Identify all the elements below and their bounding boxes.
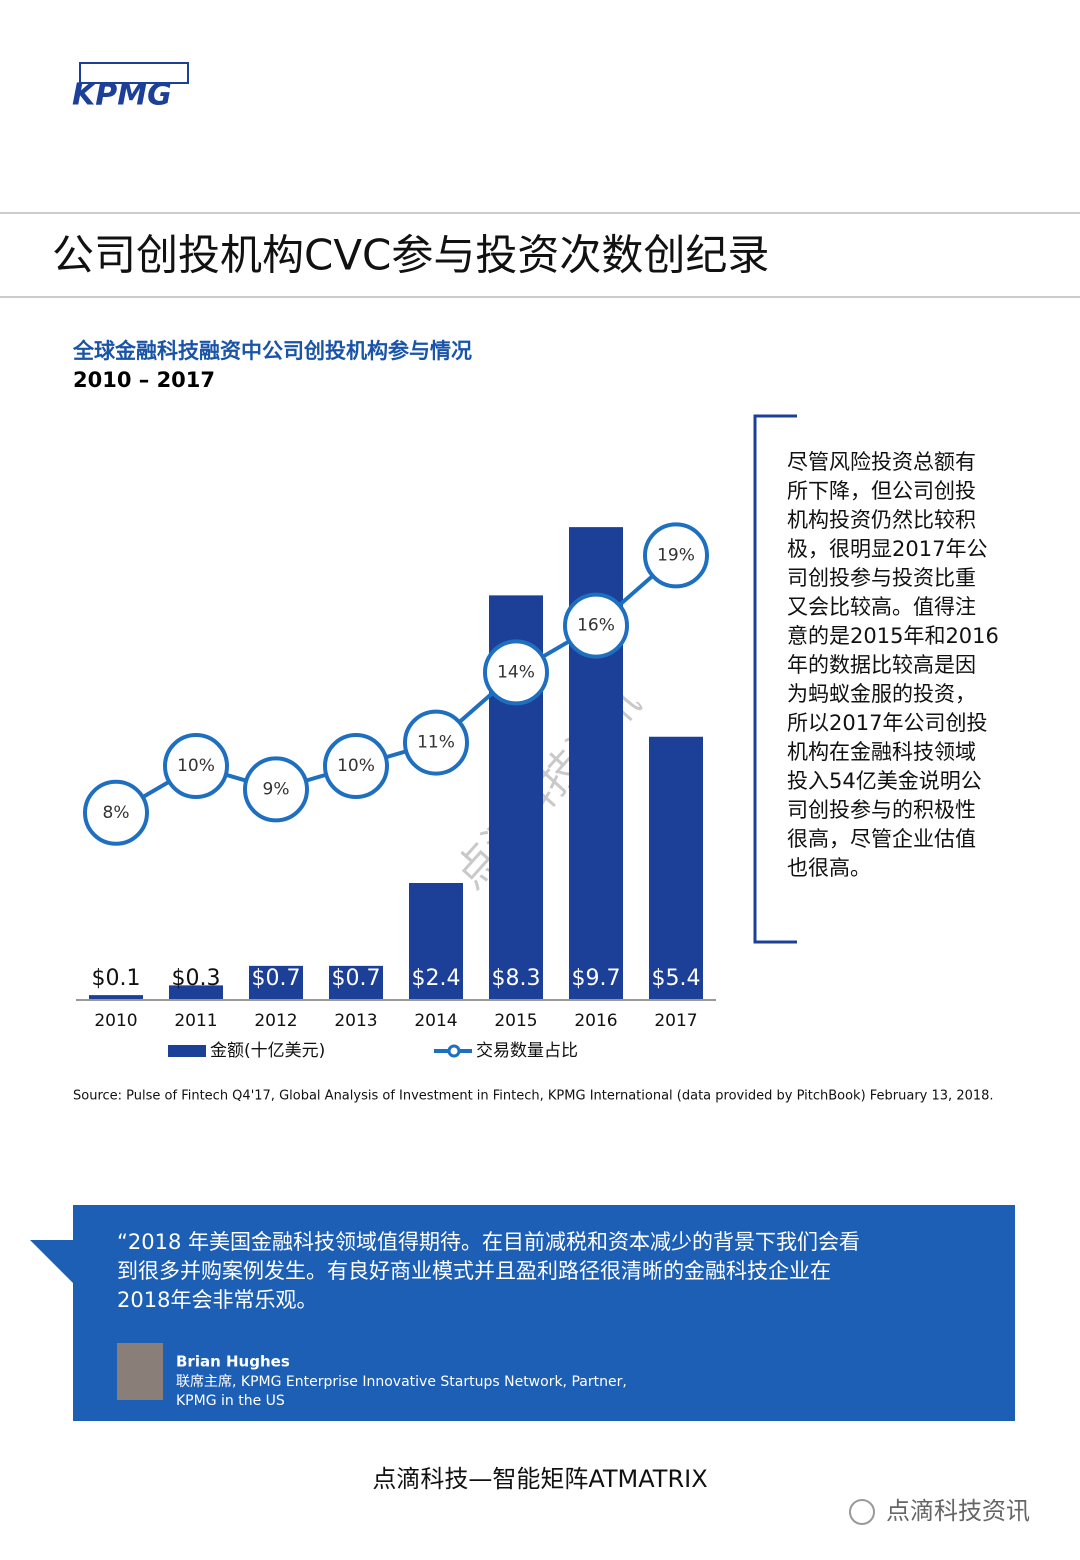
quote-role: 联席主席, KPMG Enterprise Innovative Startup… bbox=[176, 1374, 627, 1390]
quote-author: Brian Hughes bbox=[176, 1353, 290, 1371]
line-marker bbox=[643, 522, 709, 589]
line-value-label: 16% bbox=[577, 616, 615, 636]
sidebar-text: 意的是2015年和2016 bbox=[787, 624, 999, 648]
x-tick-label: 2010 bbox=[94, 1011, 137, 1031]
bar-value-label: $0.7 bbox=[332, 966, 381, 991]
logo: KPMG bbox=[72, 78, 172, 113]
sidebar-text: 又会比较高。值得注 bbox=[787, 595, 976, 619]
line-value-label: 10% bbox=[177, 756, 215, 776]
quote-role: KPMG in the US bbox=[176, 1393, 285, 1409]
sidebar-text: 极，很明显2017年公 bbox=[787, 537, 987, 561]
portrait bbox=[117, 1343, 163, 1400]
footer-account: 点滴科技资讯 bbox=[886, 1497, 1030, 1525]
bar-value-label: $0.7 bbox=[252, 966, 301, 991]
bar bbox=[249, 965, 303, 1000]
quote-text: “2018 年美国金融科技领域值得期待。在目前减税和资本减少的背景下我们会看 bbox=[117, 1230, 860, 1254]
sidebar-text: 机构在金融科技领域 bbox=[787, 740, 976, 764]
bar bbox=[409, 883, 463, 1000]
sidebar-bracket bbox=[753, 414, 797, 944]
logo-frame bbox=[79, 62, 189, 84]
bar-value-label: $9.7 bbox=[572, 966, 621, 991]
sidebar-text: 为蚂蚁金服的投资， bbox=[787, 682, 976, 706]
line-value-label: 10% bbox=[337, 756, 375, 776]
quote-text: 到很多并购案例发生。有良好商业模式并且盈利路径很清晰的金融科技企业在 bbox=[117, 1259, 831, 1283]
bar-value-label: $8.3 bbox=[492, 966, 541, 991]
chart-title: 全球金融科技融资中公司创投机构参与情况 bbox=[72, 339, 472, 363]
line-value-label: 8% bbox=[103, 803, 130, 823]
x-tick-label: 2012 bbox=[254, 1011, 297, 1031]
x-tick-label: 2013 bbox=[334, 1011, 377, 1031]
bar bbox=[329, 965, 383, 1000]
footer-text: 点滴科技—智能矩阵ATMATRIX bbox=[372, 1465, 707, 1493]
legend-swatch bbox=[447, 1044, 461, 1058]
wechat-icon bbox=[849, 1499, 875, 1525]
sidebar-text: 司创投参与的积极性 bbox=[787, 798, 976, 822]
line-marker bbox=[243, 756, 309, 823]
sidebar-text: 机构投资仍然比较积 bbox=[787, 508, 976, 532]
bar bbox=[169, 985, 223, 1000]
sidebar-text: 所以2017年公司创投 bbox=[787, 711, 987, 735]
quote-text: 2018年会非常乐观。 bbox=[117, 1288, 317, 1312]
bar-value-label: $0.3 bbox=[172, 966, 221, 991]
x-tick-label: 2016 bbox=[574, 1011, 617, 1031]
line-marker bbox=[563, 592, 629, 659]
line-marker bbox=[83, 779, 149, 846]
page-title: 公司创投机构CVC参与投资次数创纪录 bbox=[52, 231, 769, 280]
sidebar-text: 很高，尽管企业估值 bbox=[787, 827, 976, 851]
line-value-label: 11% bbox=[417, 733, 455, 753]
legend-swatch bbox=[168, 1045, 206, 1057]
x-tick-label: 2014 bbox=[414, 1011, 457, 1031]
sidebar-text: 也很高。 bbox=[787, 856, 871, 880]
sidebar-text: 所下降，但公司创投 bbox=[787, 479, 976, 503]
sidebar-text: 年的数据比较高是因 bbox=[787, 653, 976, 677]
sidebar-text: 投入54亿美金说明公 bbox=[787, 769, 982, 793]
line-value-label: 14% bbox=[497, 662, 535, 682]
bar-value-label: $0.1 bbox=[92, 966, 141, 991]
sidebar-text: 尽管风险投资总额有 bbox=[787, 450, 976, 474]
legend-label: 交易数量占比 bbox=[476, 1041, 578, 1061]
line-marker bbox=[323, 733, 389, 799]
line-marker bbox=[403, 709, 469, 776]
x-tick-label: 2011 bbox=[174, 1011, 217, 1031]
quote-box bbox=[73, 1205, 1015, 1421]
bar-value-label: $5.4 bbox=[652, 966, 701, 991]
x-tick-label: 2017 bbox=[654, 1011, 697, 1031]
source-note: Source: Pulse of Fintech Q4'17, Global A… bbox=[73, 1089, 994, 1104]
line-marker bbox=[483, 639, 549, 706]
sidebar-text: 司创投参与投资比重 bbox=[787, 566, 976, 590]
x-tick-label: 2015 bbox=[494, 1011, 537, 1031]
line-value-label: 9% bbox=[263, 779, 290, 799]
quote-flag bbox=[30, 1240, 80, 1290]
legend-label: 金额(十亿美元) bbox=[210, 1041, 325, 1061]
chart-subtitle: 2010 – 2017 bbox=[73, 368, 215, 392]
bar bbox=[89, 995, 143, 1000]
bar-value-label: $2.4 bbox=[412, 966, 461, 991]
bar bbox=[649, 736, 703, 1000]
line-value-label: 19% bbox=[657, 545, 695, 565]
line-marker bbox=[163, 733, 229, 799]
